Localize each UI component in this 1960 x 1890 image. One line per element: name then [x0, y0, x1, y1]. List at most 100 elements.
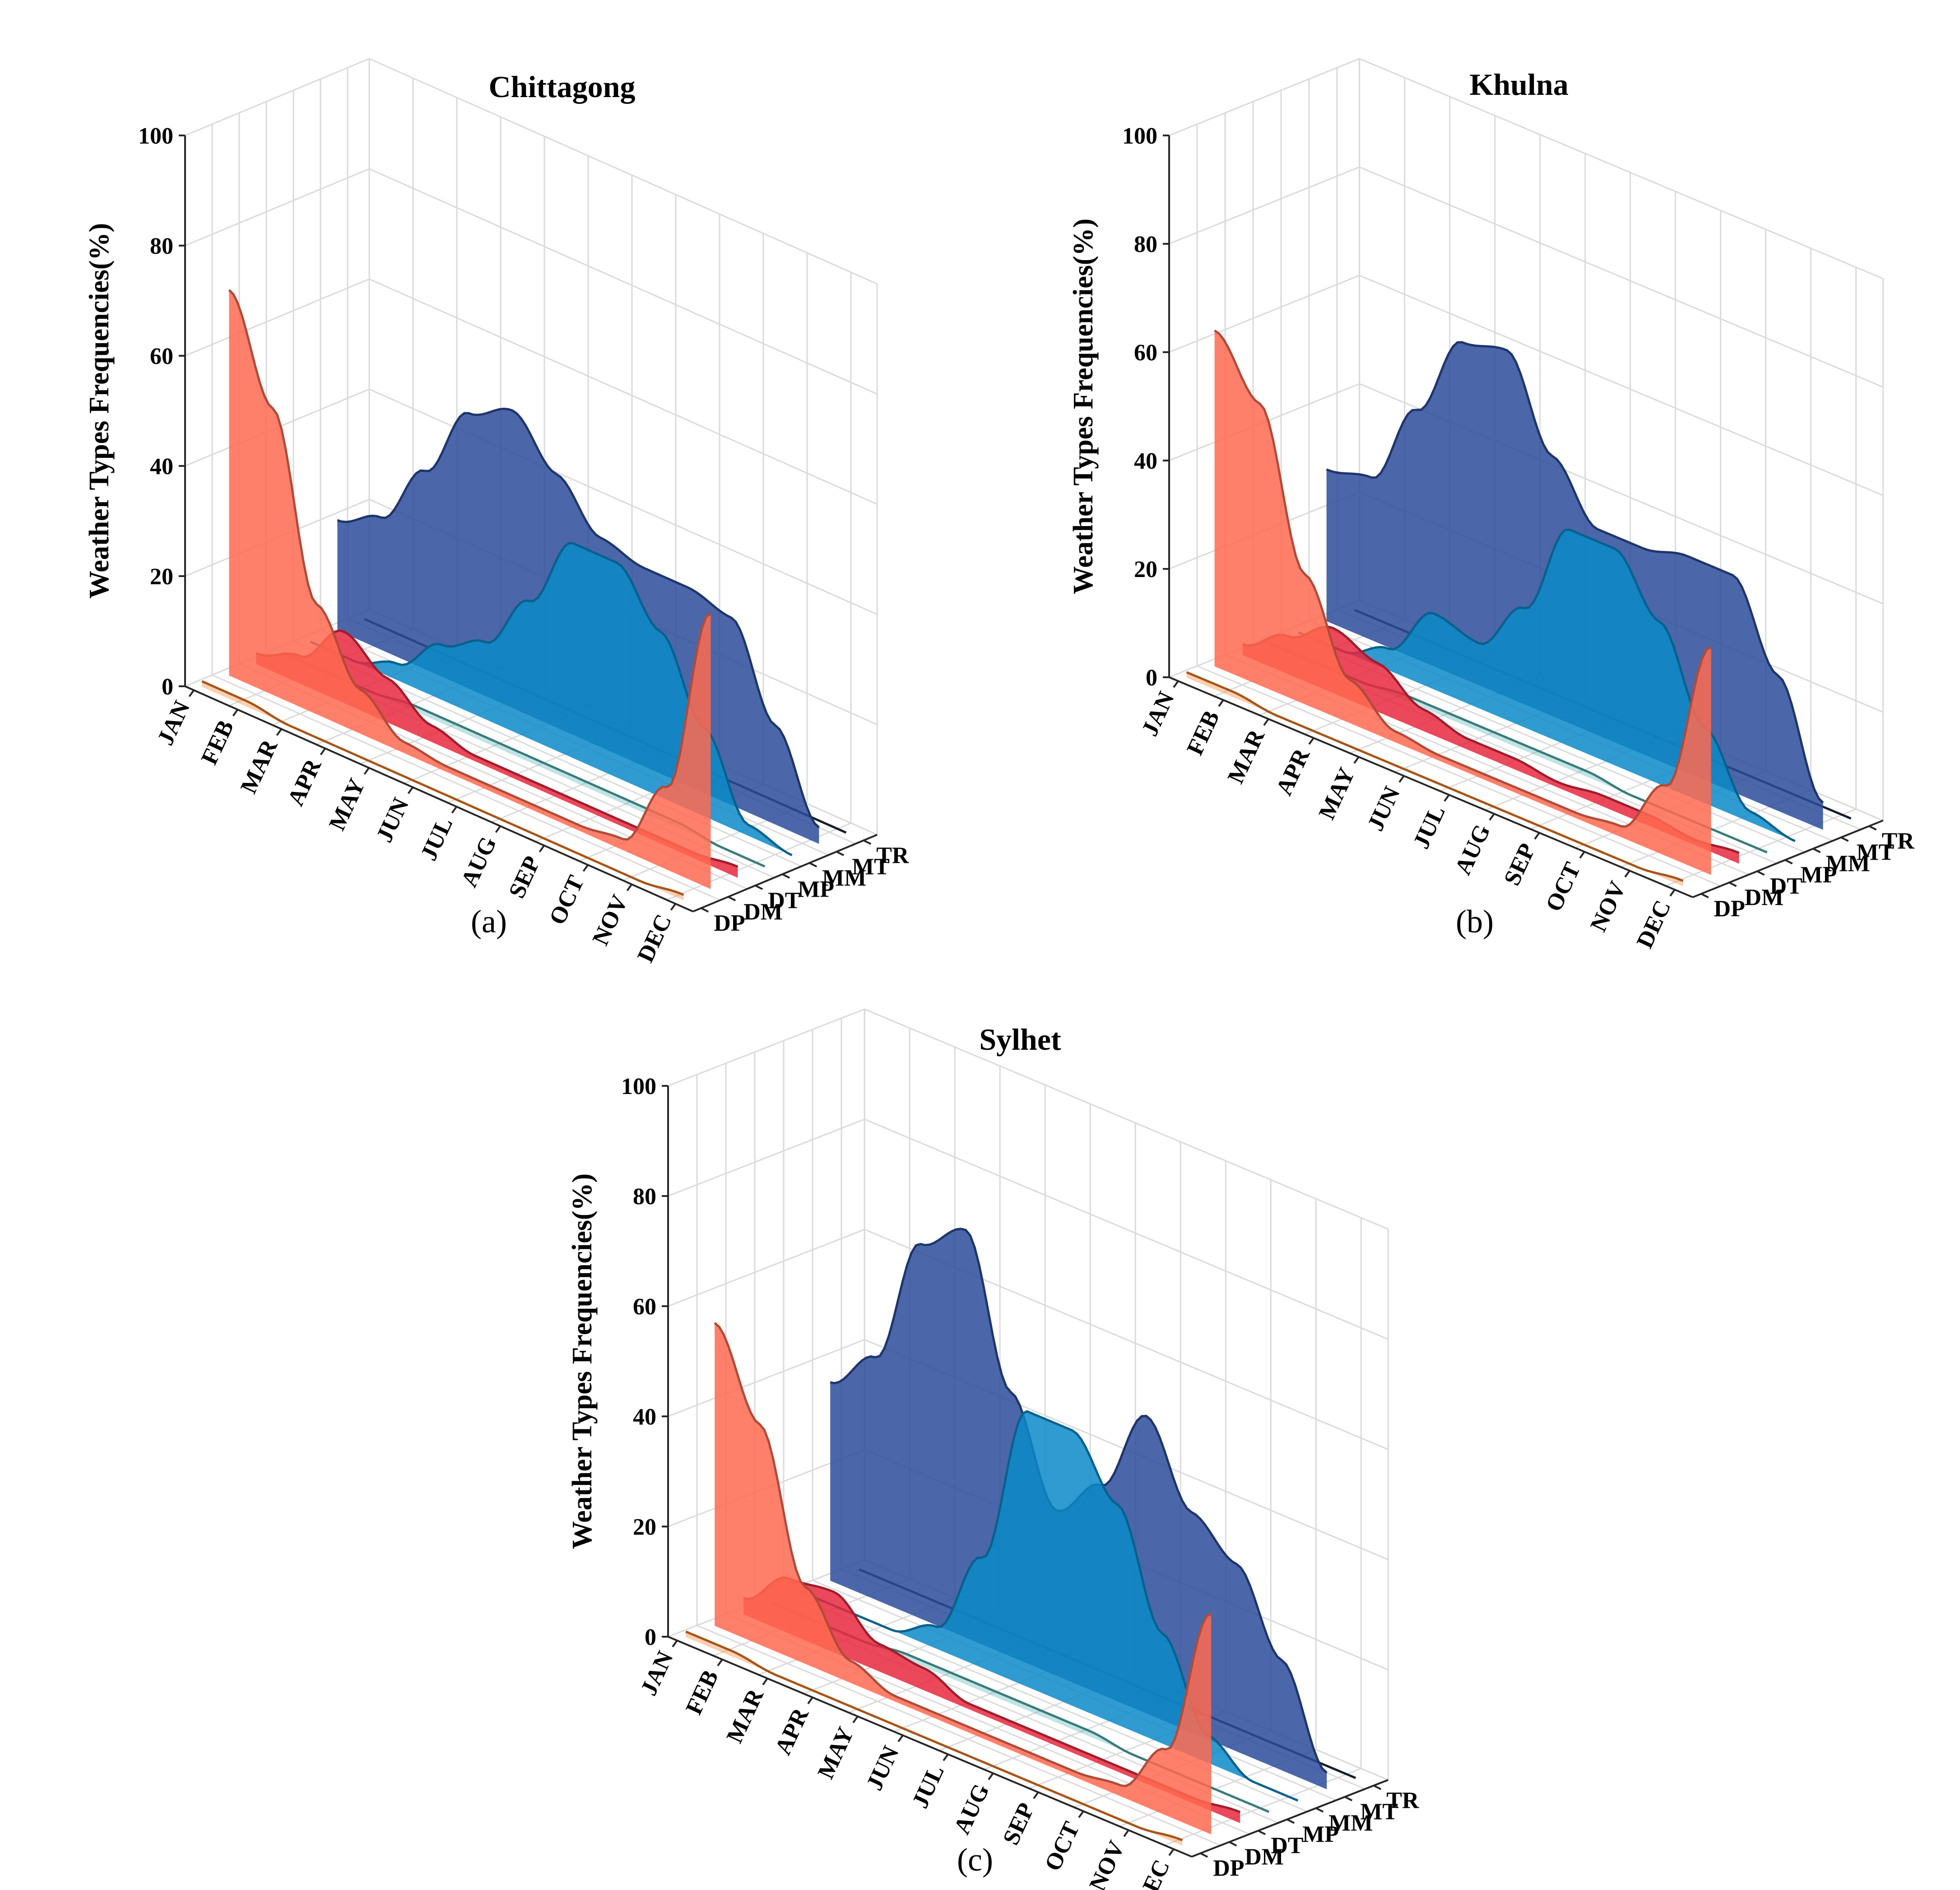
- month-tick-apr: APR: [1271, 744, 1315, 799]
- month-tick-jun: JUN: [372, 794, 414, 847]
- z-axis-title: Weather Types Frequencies(%): [567, 1173, 598, 1549]
- type-tick-dm: DM: [743, 899, 783, 925]
- series-area-dt: [743, 1577, 1240, 1823]
- type-tick-mp: MP: [1302, 1822, 1339, 1848]
- series-dp: [201, 680, 684, 901]
- z-tick-label: 20: [1134, 557, 1157, 582]
- series-area-mm: [1298, 529, 1795, 841]
- chart-title: Chittagong: [489, 70, 636, 104]
- series-dm: [1214, 329, 1712, 875]
- chart-title: Sylhet: [979, 1022, 1061, 1057]
- series-area-mm: [310, 543, 792, 856]
- z-tick-label: 20: [633, 1514, 656, 1540]
- type-tick-mt: MT: [852, 854, 890, 880]
- month-tick-jan: JAN: [153, 697, 195, 749]
- series-mm: [1298, 528, 1796, 843]
- z-tick-label: 80: [1134, 232, 1157, 257]
- month-tick-may: MAY: [813, 1723, 859, 1783]
- chart-title: Khulna: [1469, 67, 1568, 102]
- series-area-mm: [801, 1411, 1298, 1801]
- panel-label-b-text: (b): [1456, 903, 1494, 940]
- month-tick-mar: MAR: [1223, 725, 1270, 787]
- month-tick-jan: JAN: [1137, 688, 1179, 740]
- z-tick-label: 0: [162, 674, 173, 700]
- series-dp: [1186, 671, 1684, 886]
- panel-label-a: (a): [444, 903, 534, 940]
- z-tick-label: 40: [633, 1404, 656, 1430]
- series-line-dm: [714, 1322, 1212, 1788]
- month-axis-line: [668, 1636, 1192, 1858]
- month-tick-apr: APR: [283, 754, 326, 810]
- series-dp: [685, 1630, 1183, 1846]
- series-line-mt: [337, 407, 820, 829]
- month-tick-feb: FEB: [196, 717, 239, 769]
- type-tick-dp: DP: [1213, 1856, 1244, 1881]
- type-tick-mp: MP: [1801, 862, 1837, 888]
- z-tick-label: 40: [150, 454, 173, 479]
- z-tick-label: 60: [150, 344, 173, 369]
- type-tick-mm: MM: [1328, 1811, 1373, 1836]
- month-tick-jun: JUN: [861, 1742, 904, 1794]
- series-dm: [714, 1322, 1212, 1834]
- type-tick-mm: MM: [1826, 851, 1870, 877]
- z-tick-label: 100: [621, 1074, 656, 1099]
- panel-label-a-text: (a): [471, 903, 507, 940]
- month-tick-mar: MAR: [236, 735, 283, 797]
- month-tick-jul: JUL: [907, 1761, 949, 1812]
- series-area-dt: [1242, 627, 1739, 864]
- month-tick-feb: FEB: [681, 1666, 723, 1718]
- month-tick-jul: JUL: [416, 814, 458, 865]
- month-tick-nov: NOV: [588, 891, 633, 950]
- month-tick-jan: JAN: [636, 1647, 678, 1699]
- series-area-dm: [229, 290, 711, 889]
- series-line-mt: [1326, 341, 1824, 804]
- type-tick-tr: TR: [1386, 1788, 1420, 1814]
- series-line-dp: [201, 680, 684, 896]
- series-area-dt: [256, 630, 738, 878]
- month-tick-may: MAY: [324, 775, 370, 834]
- month-tick-dec: DEC: [1131, 1856, 1175, 1890]
- month-axis-line: [1169, 676, 1693, 898]
- type-tick-dt: DT: [1271, 1833, 1303, 1859]
- series-line-dm: [1214, 329, 1712, 828]
- month-tick-feb: FEB: [1182, 707, 1224, 759]
- month-tick-oct: OCT: [1541, 858, 1586, 915]
- type-axis-line: [692, 833, 878, 912]
- month-tick-nov: NOV: [1585, 877, 1630, 936]
- z-axis-title: Weather Types Frequencies(%): [1068, 219, 1099, 594]
- month-tick-jul: JUL: [1408, 801, 1450, 852]
- z-tick-label: 60: [633, 1294, 656, 1320]
- type-tick-dt: DT: [1770, 874, 1802, 899]
- type-tick-mt: MT: [1857, 840, 1895, 866]
- type-tick-dm: DM: [1245, 1844, 1284, 1870]
- type-tick-mt: MT: [1360, 1799, 1398, 1825]
- type-tick-tr: TR: [876, 843, 910, 868]
- panel-label-c-text: (c): [957, 1842, 993, 1878]
- month-tick-oct: OCT: [1040, 1818, 1085, 1875]
- type-tick-dm: DM: [1745, 885, 1784, 911]
- series-line-dp: [1186, 671, 1684, 882]
- type-tick-dt: DT: [768, 888, 800, 913]
- series-mm: [801, 1410, 1299, 1802]
- z-tick-label: 80: [633, 1184, 656, 1210]
- month-tick-dec: DEC: [632, 911, 677, 967]
- series-line-mm: [1298, 528, 1796, 843]
- type-axis-line: [1191, 1779, 1389, 1858]
- panel-label-b: (b): [1430, 903, 1520, 940]
- series-mm: [310, 542, 793, 857]
- month-tick-aug: AUG: [456, 833, 502, 891]
- z-tick-label: 40: [1134, 448, 1157, 474]
- month-tick-aug: AUG: [1450, 820, 1495, 879]
- month-tick-apr: APR: [770, 1704, 814, 1759]
- type-axis-line: [1692, 819, 1884, 898]
- type-tick-mm: MM: [822, 865, 866, 891]
- z-tick-label: 0: [1146, 665, 1157, 691]
- month-tick-dec: DEC: [1632, 896, 1676, 952]
- z-tick-label: 100: [138, 123, 173, 149]
- type-tick-tr: TR: [1882, 829, 1915, 854]
- series-line-dp: [685, 1630, 1183, 1842]
